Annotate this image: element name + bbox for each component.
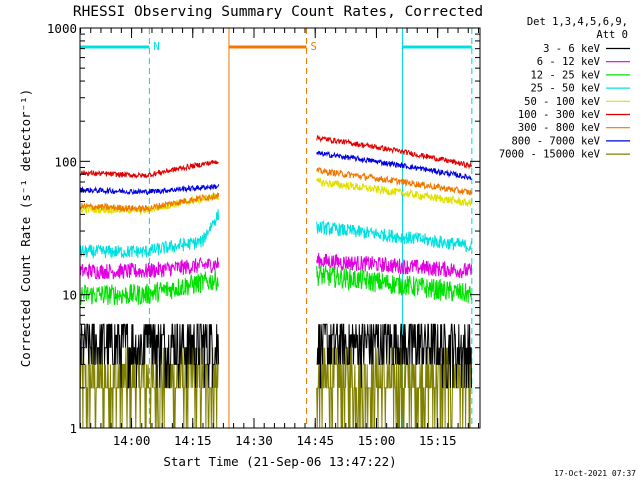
legend-entry-label: 25 - 50 keV bbox=[530, 83, 600, 95]
y-tick-label: 100 bbox=[54, 154, 77, 169]
plot-frame bbox=[79, 27, 481, 429]
legend-entry-label: 100 - 300 keV bbox=[518, 109, 601, 121]
legend-entry-label: 7000 - 15000 keV bbox=[499, 149, 601, 161]
x-tick-label: 14:15 bbox=[174, 433, 212, 448]
y-axis-label: Corrected Count Rate (s⁻¹ detector⁻¹) bbox=[18, 89, 33, 367]
series-line-part-1 bbox=[79, 323, 220, 389]
segment-label: N bbox=[153, 41, 159, 53]
series-line-part-2 bbox=[316, 252, 472, 279]
x-tick-label: 14:00 bbox=[113, 433, 151, 448]
segment-s: S bbox=[228, 28, 317, 428]
legend-entry-label: 12 - 25 keV bbox=[530, 69, 600, 81]
series-line-part-2 bbox=[316, 265, 472, 304]
series-800_7000keV bbox=[79, 150, 472, 196]
series-line-part-1 bbox=[79, 269, 220, 306]
segment-label: S bbox=[311, 41, 317, 53]
y-tick-label: 10 bbox=[62, 288, 77, 303]
series-300_800keV bbox=[79, 166, 472, 213]
y-tick-label: 1000 bbox=[47, 21, 77, 36]
legend-header: Det 1,3,4,5,6,9, bbox=[527, 16, 628, 28]
series-100_300keV bbox=[79, 135, 472, 179]
series-line-part-1 bbox=[79, 183, 220, 196]
x-tick-label: 15:15 bbox=[419, 433, 457, 448]
series-6_12keV bbox=[79, 252, 472, 280]
legend-entry-label: 3 - 6 keV bbox=[543, 43, 601, 55]
series-line-part-2 bbox=[316, 150, 472, 181]
series-line-part-2 bbox=[316, 323, 472, 389]
x-tick-label: 14:30 bbox=[235, 433, 273, 448]
series-25_50keV bbox=[79, 209, 472, 259]
series-line-part-2 bbox=[316, 176, 472, 207]
legend-entry-label: 50 - 100 keV bbox=[524, 96, 601, 108]
legend-entry-label: 300 - 800 keV bbox=[518, 122, 601, 134]
legend-entry-label: 800 - 7000 keV bbox=[511, 135, 600, 147]
series-line-part-1 bbox=[79, 192, 220, 213]
footer-timestamp: 17-Oct-2021 07:37 bbox=[554, 469, 636, 478]
chart-title: RHESSI Observing Summary Count Rates, Co… bbox=[73, 4, 483, 20]
y-tick-label: 1 bbox=[69, 421, 77, 436]
series-line-part-1 bbox=[79, 257, 220, 280]
series-line-part-2 bbox=[316, 166, 472, 196]
series-line-part-2 bbox=[316, 220, 472, 253]
series-line-part-2 bbox=[316, 135, 472, 170]
x-axis-label: Start Time (21-Sep-06 13:47:22) bbox=[163, 454, 396, 469]
x-tick-label: 14:45 bbox=[296, 433, 334, 448]
series-line-part-1 bbox=[79, 160, 219, 179]
x-tick-label: 15:00 bbox=[358, 433, 396, 448]
legend-header: Att 0 bbox=[596, 29, 628, 41]
legend-entry-label: 6 - 12 keV bbox=[537, 56, 601, 68]
series-line-part-1 bbox=[79, 209, 220, 259]
series-7000_15000keV bbox=[79, 347, 472, 429]
series-12_25keV bbox=[79, 265, 472, 306]
series-3_6keV bbox=[79, 323, 472, 389]
